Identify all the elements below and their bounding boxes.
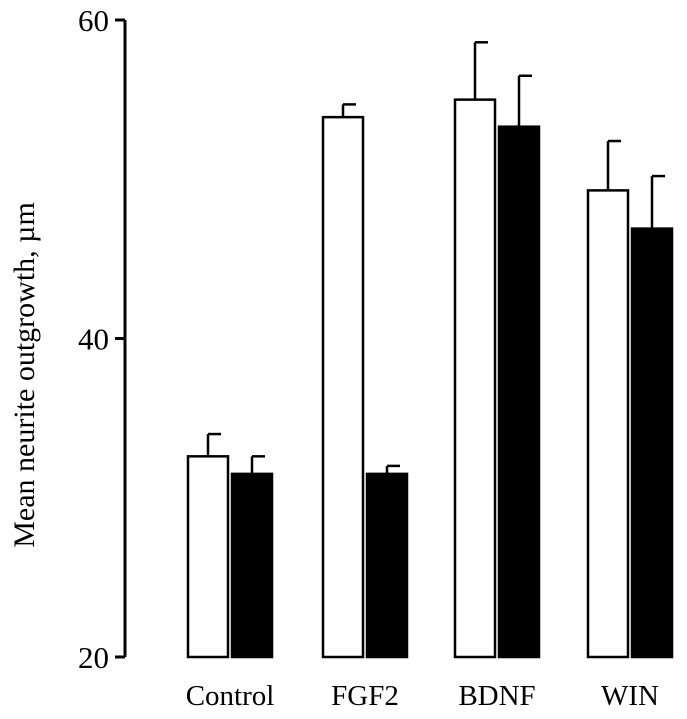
bar xyxy=(365,472,409,659)
bars xyxy=(186,41,674,659)
y-tick-label: 20 xyxy=(78,640,109,675)
labels: 20 40 60 Control FGF2 BDNF WIN xyxy=(78,3,659,712)
y-tick-label: 40 xyxy=(78,322,109,357)
bar xyxy=(186,455,230,659)
bar xyxy=(321,115,365,659)
category-label: BDNF xyxy=(458,680,535,712)
category-label: WIN xyxy=(601,680,659,712)
category-label: FGF2 xyxy=(331,680,399,712)
bar xyxy=(630,227,674,659)
bar xyxy=(586,189,630,659)
category-label: Control xyxy=(186,680,275,712)
y-axis-title: Mean neurite outgrowth, µm xyxy=(8,202,41,548)
bar xyxy=(230,472,274,659)
bar xyxy=(497,125,541,659)
axes xyxy=(115,18,127,659)
y-tick-label: 60 xyxy=(78,3,109,38)
bar xyxy=(453,98,497,659)
